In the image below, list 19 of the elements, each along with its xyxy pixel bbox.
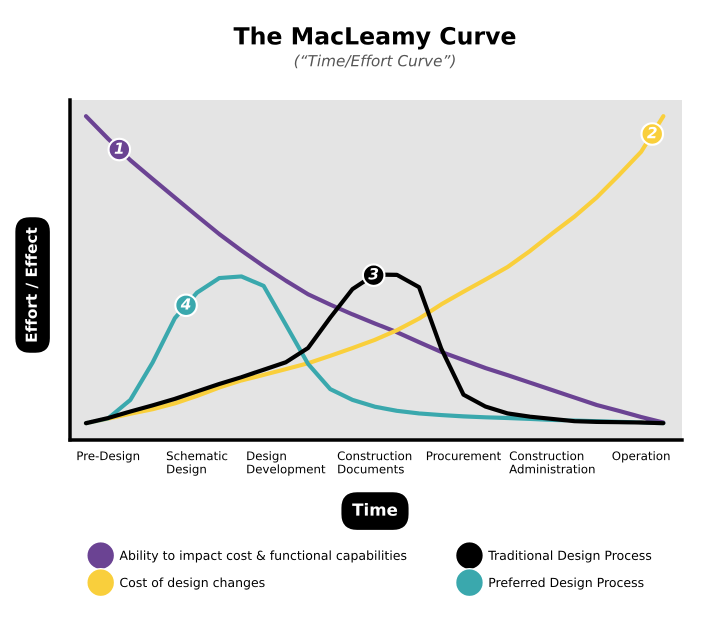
legend-label: Cost of design changes <box>120 578 265 590</box>
legend-label: Traditional Design Process <box>488 550 652 562</box>
x-tick-label: Construction Administration <box>509 451 595 474</box>
x-tick-label: Procurement <box>426 451 501 460</box>
x-tick-label: Design Development <box>247 451 326 476</box>
legend-label: Ability to impact cost & functional capabilities <box>120 550 406 562</box>
x-axis-title: Time <box>352 503 398 516</box>
chart-title: The MacLeamy Curve <box>234 26 516 50</box>
x-tick-label: Operation <box>612 451 670 463</box>
legend-label: Preferred Design Process <box>489 578 644 590</box>
x-tick-label: Pre-Design <box>77 451 140 463</box>
annotation: 1 <box>114 142 123 154</box>
chart-subtitle: (“Time/Effort Curve”) <box>294 54 455 68</box>
annotation: 3 <box>368 268 378 280</box>
x-tick-label: Construction Documents <box>338 451 412 474</box>
annotation: 4 <box>180 298 190 310</box>
x-tick-label: Schematic Design <box>166 451 228 476</box>
y-axis-title: Effort / Effect <box>25 227 38 342</box>
annotation: 2 <box>647 126 657 138</box>
